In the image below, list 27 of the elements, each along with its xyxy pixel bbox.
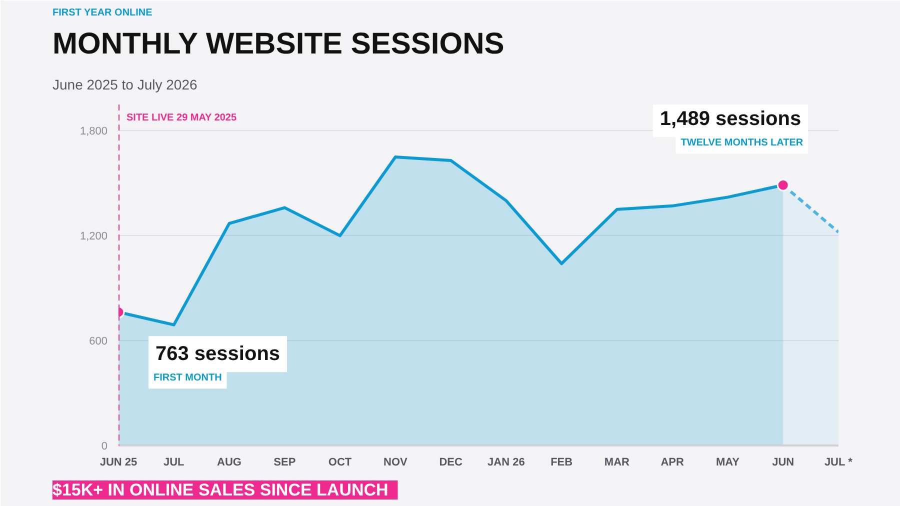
x-tick-label: SEP bbox=[274, 456, 296, 468]
y-tick-label: 1,800 bbox=[80, 126, 108, 138]
annotation: TWELVE MONTHS LATER bbox=[680, 138, 804, 149]
x-tick-label: AUG bbox=[217, 456, 242, 468]
chart-title: MONTHLY WEBSITE SESSIONS bbox=[52, 28, 504, 60]
x-tick-label: JUN bbox=[772, 456, 794, 468]
x-tick-label: JUL bbox=[163, 456, 185, 468]
x-tick-label: OCT bbox=[328, 456, 352, 468]
x-tick-label: NOV bbox=[384, 456, 408, 468]
x-tick-label: APR bbox=[660, 456, 684, 468]
x-tick-label: JUN 25 bbox=[100, 456, 138, 468]
y-tick-label: 600 bbox=[89, 336, 108, 348]
annotation: FIRST MONTH bbox=[154, 372, 222, 384]
y-tick-label: 0 bbox=[101, 440, 108, 452]
chart-subtitle: June 2025 to July 2026 bbox=[52, 76, 198, 92]
x-tick-label: FEB bbox=[550, 456, 573, 468]
x-tick-label: MAY bbox=[716, 456, 740, 468]
y-tick-label: 1,200 bbox=[80, 230, 108, 243]
x-tick-label: DEC bbox=[439, 456, 462, 468]
ref-line-label: SITE LIVE 29 MAY 2025 bbox=[126, 112, 237, 124]
text: FIRST YEAR ONLINE bbox=[52, 8, 153, 18]
x-tick-label: JAN 26 bbox=[488, 456, 525, 468]
x-tick-label: MAR bbox=[604, 456, 630, 468]
x-tick-label: JUL * bbox=[824, 456, 854, 468]
text: $15K+ IN ONLINE SALES SINCE LAUNCH bbox=[52, 480, 388, 500]
annotation: 763 sessions bbox=[156, 343, 280, 366]
annotation: 1,489 sessions bbox=[660, 108, 802, 130]
